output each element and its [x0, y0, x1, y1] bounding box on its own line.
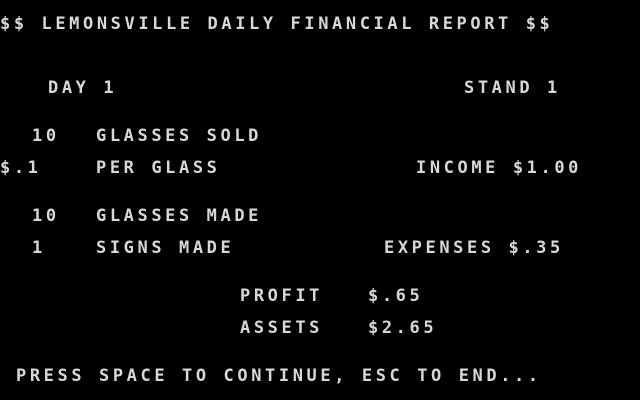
- stand-label: STAND 1: [464, 78, 561, 98]
- price-per-glass-value: $.1: [0, 158, 42, 178]
- income-value: INCOME $1.00: [416, 158, 583, 178]
- glasses-sold-count: 10: [32, 126, 60, 146]
- signs-made-label: SIGNS MADE: [96, 238, 235, 258]
- continue-prompt[interactable]: PRESS SPACE TO CONTINUE, ESC TO END...: [16, 366, 542, 386]
- profit-label: PROFIT: [240, 286, 324, 306]
- expenses-value: EXPENSES $.35: [384, 238, 564, 258]
- glasses-made-count: 10: [32, 206, 60, 226]
- day-label: DAY 1: [48, 78, 118, 98]
- assets-value: $2.65: [368, 318, 438, 338]
- glasses-made-label: GLASSES MADE: [96, 206, 263, 226]
- signs-made-count: 1: [32, 238, 46, 258]
- assets-label: ASSETS: [240, 318, 324, 338]
- profit-value: $.65: [368, 286, 424, 306]
- report-title: $$ LEMONSVILLE DAILY FINANCIAL REPORT $$: [0, 14, 554, 34]
- price-per-glass-label: PER GLASS: [96, 158, 221, 178]
- glasses-sold-label: GLASSES SOLD: [96, 126, 263, 146]
